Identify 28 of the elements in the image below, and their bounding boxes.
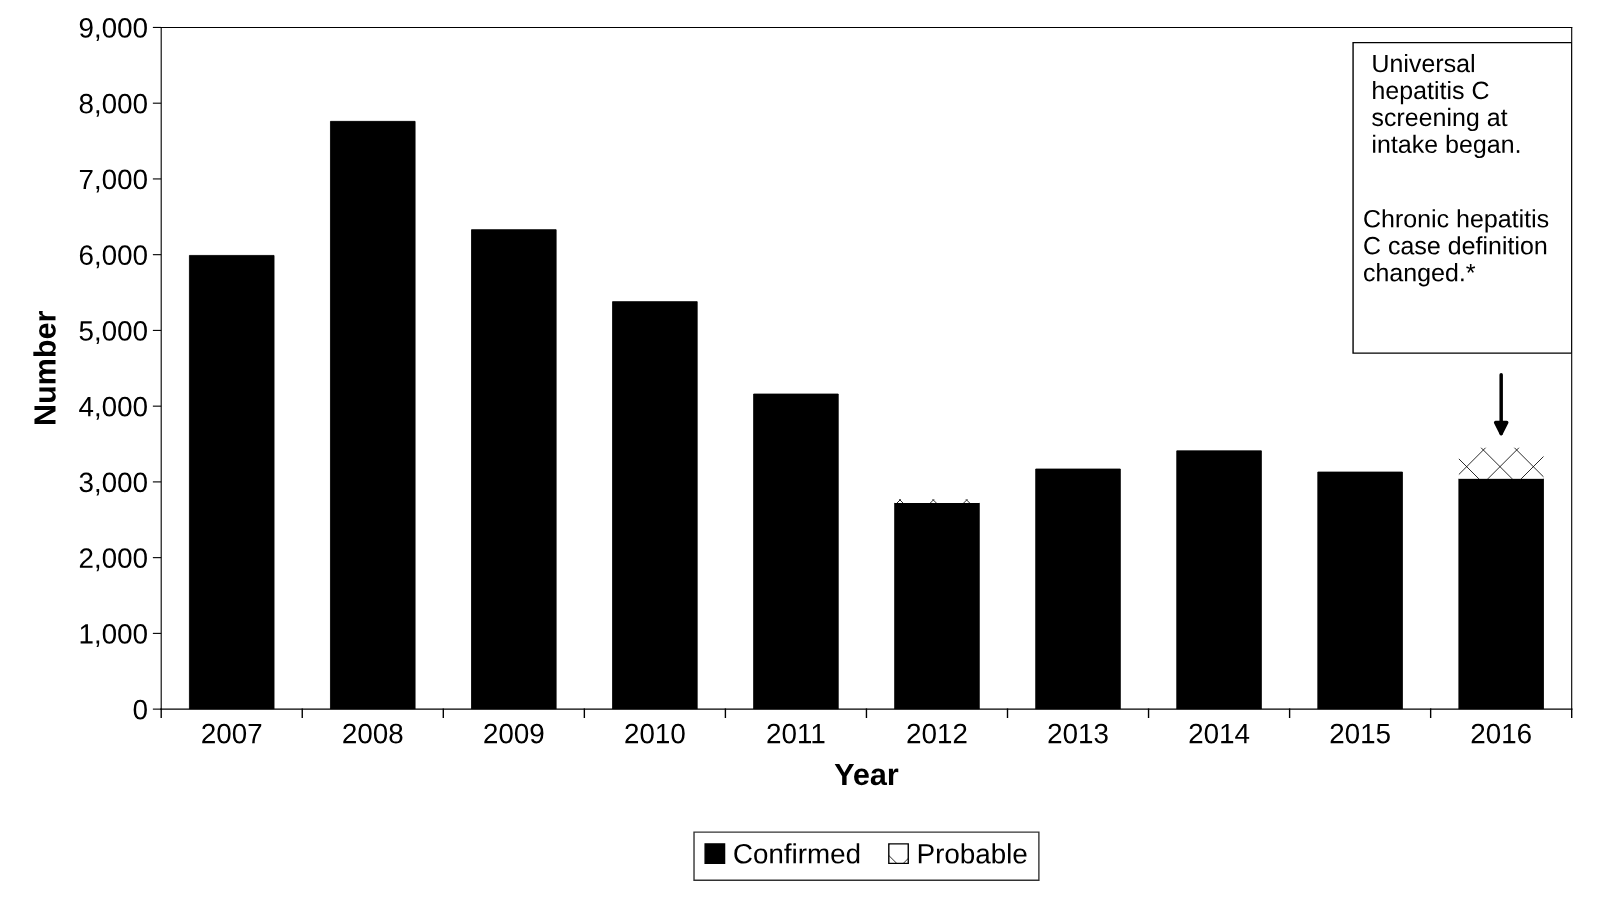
legend-label: Probable — [918, 843, 1027, 864]
y-tick-label: 3,000 — [79, 472, 147, 496]
y-tick-label: 8,000 — [79, 93, 147, 117]
x-tick-label: 2007 — [202, 723, 262, 744]
x-tick-label: 2011 — [767, 723, 825, 744]
x-tick-label: 2016 — [1471, 723, 1531, 744]
x-tick-label: 2009 — [484, 723, 544, 744]
x-tick-label: 2012 — [907, 723, 967, 744]
x-tick-label: 2008 — [343, 723, 403, 744]
x-tick-label: 2014 — [1189, 723, 1250, 744]
legend-label: Confirmed — [734, 843, 860, 864]
x-tick-label: 2010 — [625, 723, 685, 744]
y-tick-label: 0 — [133, 699, 147, 720]
annotation: Universal hepatitis C screening at intake began. — [1372, 53, 1520, 159]
y-tick-label: 6,000 — [79, 245, 147, 269]
y-tick-label: 2,000 — [79, 548, 147, 572]
y-tick-label: 7,000 — [79, 169, 147, 193]
y-tick-label: 4,000 — [79, 396, 147, 420]
bar — [1458, 447, 1544, 479]
y-tick-label: 1,000 — [80, 624, 147, 647]
x-axis-title: Year — [834, 763, 899, 786]
y-axis-title: Number — [33, 311, 56, 424]
x-tick-label: 2013 — [1048, 723, 1108, 744]
bar — [894, 499, 980, 504]
y-tick-label: 5,000 — [79, 321, 147, 345]
y-tick-label: 9,000 — [79, 18, 147, 42]
x-tick-label: 2015 — [1330, 723, 1390, 744]
annotation: Chronic hepatitis C case definition changed.* — [1364, 209, 1549, 287]
